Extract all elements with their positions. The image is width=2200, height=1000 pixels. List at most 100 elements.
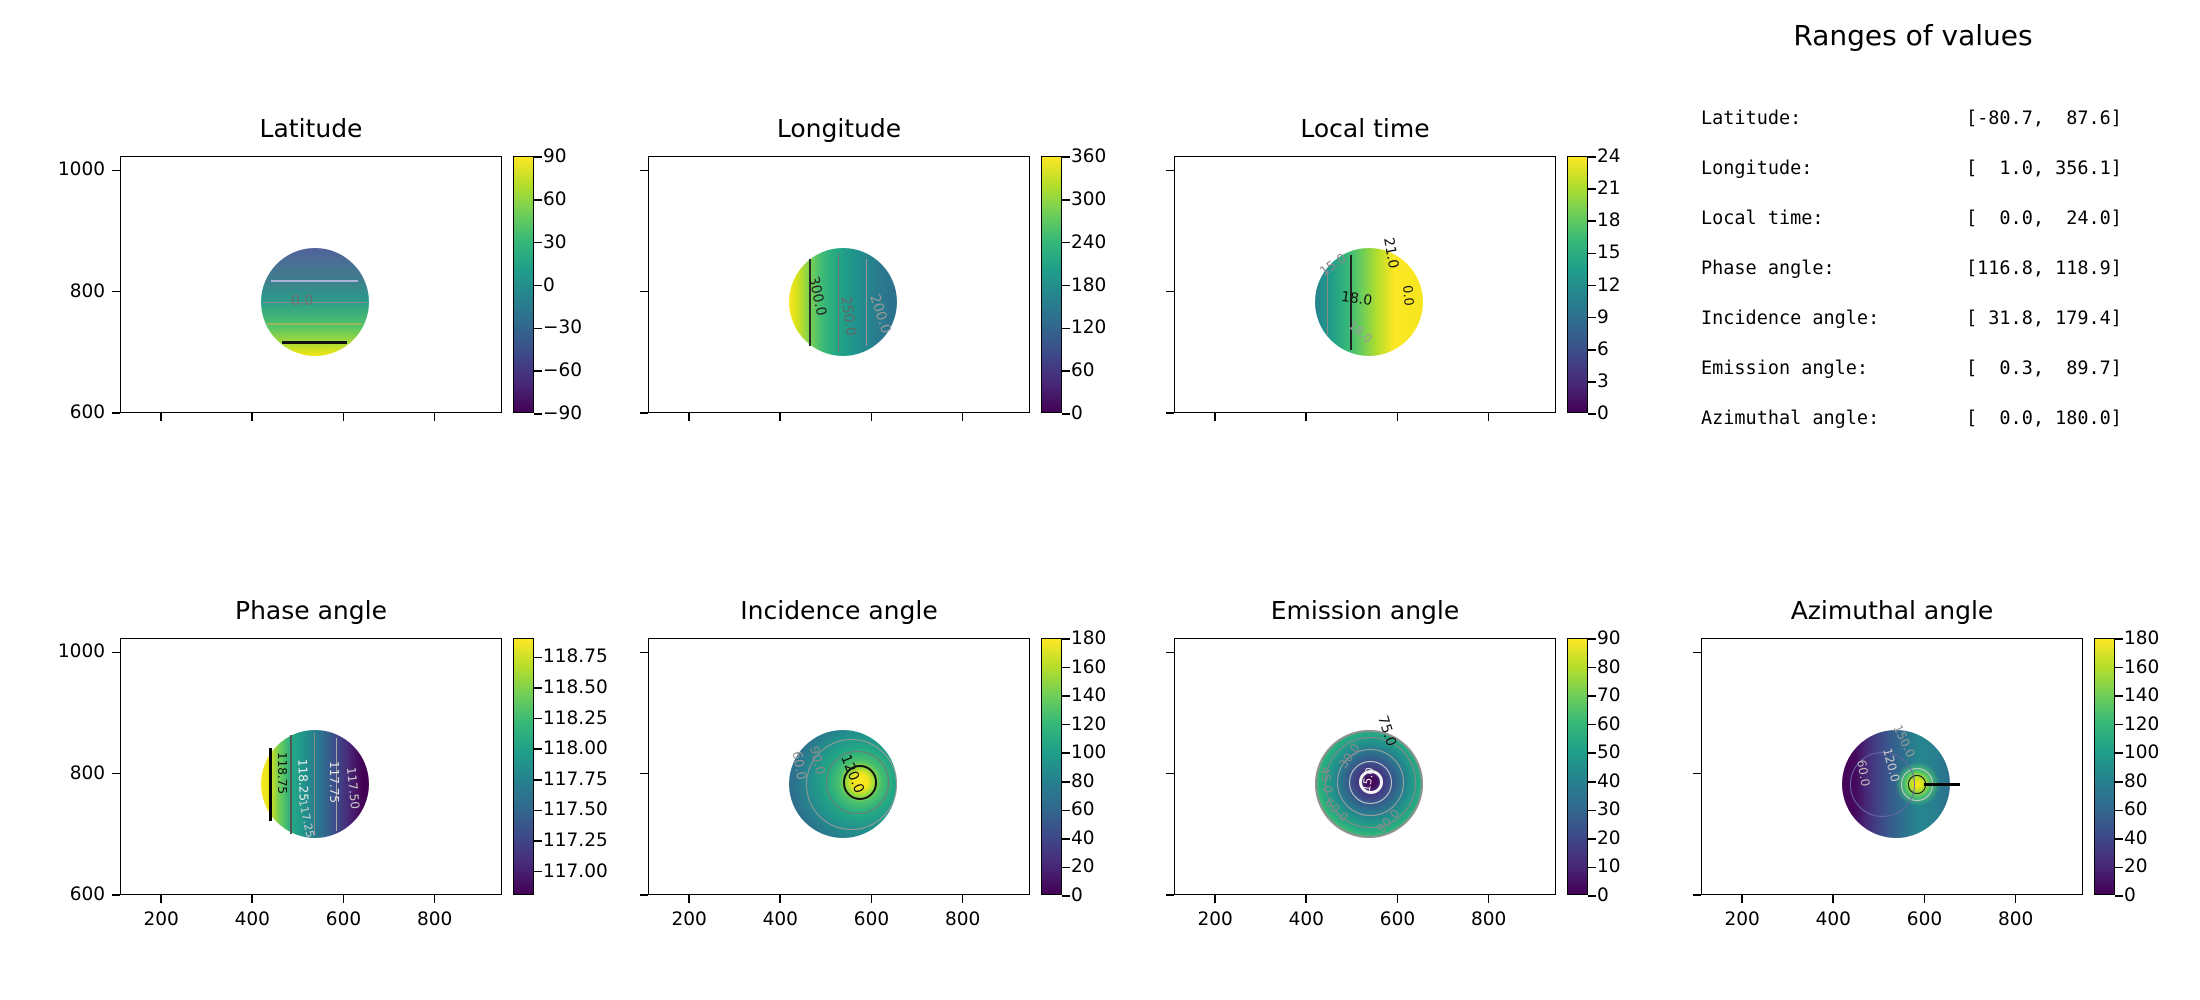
colorbar-tick-mark bbox=[534, 809, 542, 812]
colorbar-tick-label: 360 bbox=[1071, 146, 1107, 167]
colorbar: 90 60 30 0 −30 −60 −90 bbox=[513, 146, 582, 424]
colorbar-tick-label: 117.00 bbox=[543, 860, 608, 882]
colorbar-tick-mark bbox=[1062, 666, 1070, 669]
x-tick-label: 600 bbox=[1906, 909, 1943, 930]
planet-disk: 60.0 90.0 120.0 bbox=[788, 730, 897, 839]
contour-ring bbox=[1850, 752, 1916, 817]
plot-area: 300.0 250.0 200.0 bbox=[640, 156, 1030, 421]
colorbar-tick-label: 15 bbox=[1597, 242, 1621, 264]
colorbar-tick-mark bbox=[1588, 252, 1596, 255]
y-tick-label: 600 bbox=[69, 401, 105, 423]
contour-label: 0.0 bbox=[290, 292, 314, 309]
contour-line bbox=[313, 732, 316, 837]
contour-label: 117.50 bbox=[343, 766, 363, 810]
colorbar-tick-label: 180 bbox=[2124, 628, 2160, 649]
y-tick-mark bbox=[1693, 893, 1701, 896]
colorbar-tick-mark bbox=[1062, 866, 1070, 869]
colorbar-tick-label: 0 bbox=[1071, 403, 1083, 424]
colorbar-tick-label: 60 bbox=[543, 188, 567, 210]
colorbar-tick-label: −30 bbox=[543, 317, 583, 339]
colorbar-tick-mark bbox=[534, 199, 542, 201]
contour-line bbox=[865, 259, 868, 346]
ranges-panel: Ranges of values Latitude: [-80.7, 87.6] L… bbox=[1701, 18, 2125, 456]
x-tick-mark bbox=[779, 895, 782, 903]
x-tick-mark bbox=[1487, 895, 1490, 903]
colorbar-tick-label: 118.00 bbox=[543, 738, 608, 760]
colorbar-tick-mark bbox=[534, 687, 542, 689]
range-row: Longitude: [ 1.0, 356.1] bbox=[1701, 156, 2125, 206]
x-tick-label: 800 bbox=[1997, 909, 2034, 930]
planet-disk: 118.75 118.25 117.75 117.50 117.25 bbox=[260, 730, 369, 839]
range-value: [ 0.0, 24.0] bbox=[1966, 208, 2122, 229]
contour-label: 15.0 bbox=[1359, 765, 1377, 793]
x-tick-mark bbox=[1923, 895, 1926, 903]
colorbar-tick-label: 80 bbox=[1071, 770, 1095, 792]
colorbar-tick-label: 300 bbox=[1071, 188, 1107, 210]
subplot-title: Latitude bbox=[259, 114, 363, 143]
colorbar-tick-mark bbox=[534, 370, 542, 372]
range-value: [-80.7, 87.6] bbox=[1966, 108, 2122, 129]
x-tick-label: 400 bbox=[762, 909, 798, 930]
colorbar-tick-label: 120 bbox=[2124, 713, 2160, 735]
colorbar-tick-mark bbox=[2115, 780, 2123, 783]
subplot-title: Emission angle bbox=[1270, 596, 1460, 625]
colorbar-tick-label: 240 bbox=[1071, 231, 1107, 253]
y-tick-mark bbox=[112, 290, 120, 293]
contour-line bbox=[282, 341, 348, 344]
colorbar-tick-mark bbox=[534, 327, 542, 330]
x-tick-mark bbox=[1396, 895, 1399, 903]
colorbar-tick-label: 40 bbox=[1597, 770, 1621, 792]
x-tick-label: 800 bbox=[1470, 909, 1507, 930]
colorbar-tick-mark bbox=[534, 656, 542, 659]
x-tick-mark bbox=[1214, 895, 1216, 903]
colorbar-tick-label: 30 bbox=[543, 231, 567, 253]
y-tick-mark bbox=[112, 651, 120, 654]
subplot-emission-angle: Emission angle 200 400 600 800 75.0 30.0 15.0 45… bbox=[1166, 596, 1668, 930]
range-value: [ 0.0, 180.0] bbox=[1966, 408, 2122, 429]
ranges-title: Ranges of values bbox=[1793, 19, 2033, 52]
x-tick-mark bbox=[251, 413, 254, 421]
subplot-phase-angle: Phase angle 1000 800 600 200 400 600 800 118.75 1… bbox=[58, 596, 614, 930]
colorbar-tick-mark bbox=[1588, 638, 1596, 640]
y-tick-mark bbox=[1166, 893, 1174, 896]
colorbar: 24 21 18 15 12 9 6 3 0 bbox=[1567, 146, 1621, 424]
colorbar-tick-mark bbox=[1588, 695, 1596, 697]
y-tick-mark bbox=[640, 169, 648, 172]
contour-line bbox=[1923, 783, 1961, 786]
colorbar-tick-mark bbox=[1062, 638, 1070, 640]
x-tick-label: 400 bbox=[1288, 909, 1324, 930]
x-tick-label: 200 bbox=[1724, 909, 1760, 930]
colorbar-tick-label: 21 bbox=[1597, 178, 1621, 200]
plot-area: 200 400 600 800 60.0 90.0 120.0 bbox=[640, 638, 1030, 930]
colorbar-tick-label: 10 bbox=[1597, 856, 1621, 878]
range-row: Phase angle: [116.8, 118.9] bbox=[1701, 256, 2125, 306]
colorbar-tick-label: 70 bbox=[1597, 685, 1621, 707]
planet-disk: 0.0 bbox=[260, 248, 369, 357]
colorbar-tick-label: 6 bbox=[1597, 338, 1609, 360]
colorbar-tick-label: 30 bbox=[1597, 799, 1621, 821]
colorbar-tick-label: 140 bbox=[2124, 685, 2160, 707]
colorbar-tick-mark bbox=[2115, 723, 2123, 726]
colorbar-tick-label: 117.25 bbox=[543, 829, 608, 851]
subplot-title: Local time bbox=[1300, 114, 1430, 143]
colorbar-tick-mark bbox=[1588, 723, 1596, 726]
contour-ring bbox=[1314, 730, 1423, 839]
contour-label: 21.0 bbox=[1380, 236, 1402, 271]
range-value: [116.8, 118.9] bbox=[1966, 258, 2122, 279]
y-tick-label: 600 bbox=[69, 883, 105, 905]
colorbar-tick-mark bbox=[1062, 241, 1070, 244]
y-tick-mark bbox=[1693, 651, 1701, 654]
colorbar-tick-label: 120 bbox=[1071, 317, 1107, 339]
colorbar-tick-label: 118.75 bbox=[543, 646, 608, 668]
colorbar-tick-mark bbox=[1588, 413, 1596, 415]
colorbar-tick-mark bbox=[534, 778, 542, 781]
planet-disk: 150.0 120.0 60.0 bbox=[1841, 722, 1961, 839]
colorbar-tick-label: 120 bbox=[1071, 713, 1107, 735]
colorbar-tick-mark bbox=[2115, 866, 2123, 869]
range-value: [ 0.3, 89.7] bbox=[1966, 358, 2122, 379]
subplot-title: Azimuthal angle bbox=[1790, 596, 1994, 625]
contour-line bbox=[1350, 254, 1353, 350]
range-label: Azimuthal angle: bbox=[1701, 408, 1880, 429]
x-tick-mark bbox=[779, 413, 782, 421]
